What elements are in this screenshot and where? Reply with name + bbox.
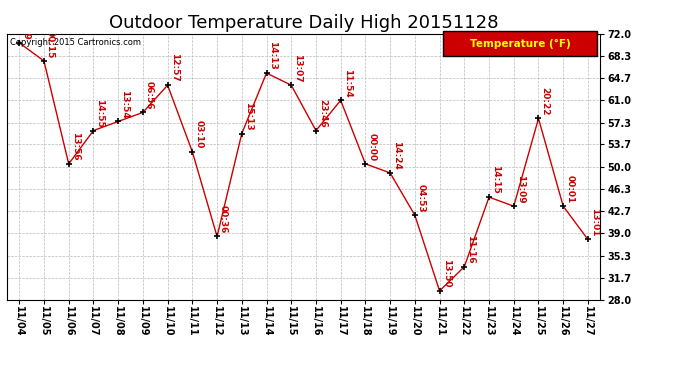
Text: 23:46: 23:46 bbox=[318, 99, 327, 128]
Text: 14:15: 14:15 bbox=[491, 165, 500, 194]
Text: 11:16: 11:16 bbox=[466, 235, 475, 264]
Text: 13:50: 13:50 bbox=[442, 260, 451, 288]
Title: Outdoor Temperature Daily High 20151128: Outdoor Temperature Daily High 20151128 bbox=[109, 14, 498, 32]
Text: Temperature (°F): Temperature (°F) bbox=[470, 39, 571, 49]
Text: 00:00: 00:00 bbox=[367, 133, 376, 161]
Text: 13:01: 13:01 bbox=[590, 208, 599, 237]
Text: 14:19: 14:19 bbox=[21, 11, 30, 40]
Text: 13:54: 13:54 bbox=[120, 90, 129, 118]
Text: 04:53: 04:53 bbox=[417, 184, 426, 212]
Text: 13:56: 13:56 bbox=[70, 132, 79, 161]
Text: 06:56: 06:56 bbox=[145, 81, 154, 110]
Text: 15:13: 15:13 bbox=[244, 102, 253, 130]
Text: Copyright 2015 Cartronics.com: Copyright 2015 Cartronics.com bbox=[10, 38, 141, 47]
Text: 11:54: 11:54 bbox=[343, 69, 352, 97]
Text: 13:09: 13:09 bbox=[515, 174, 524, 203]
Text: 13:07: 13:07 bbox=[293, 54, 302, 82]
Text: 00:36: 00:36 bbox=[219, 205, 228, 233]
Text: 14:55: 14:55 bbox=[95, 99, 104, 128]
Text: 12:57: 12:57 bbox=[170, 53, 179, 82]
Text: 14:24: 14:24 bbox=[392, 141, 401, 170]
Text: 20:22: 20:22 bbox=[540, 87, 549, 116]
FancyBboxPatch shape bbox=[443, 31, 598, 56]
Text: 00:01: 00:01 bbox=[565, 175, 574, 203]
Text: 00:15: 00:15 bbox=[46, 30, 55, 58]
Text: 03:10: 03:10 bbox=[195, 120, 204, 149]
Text: 14:13: 14:13 bbox=[268, 41, 277, 70]
